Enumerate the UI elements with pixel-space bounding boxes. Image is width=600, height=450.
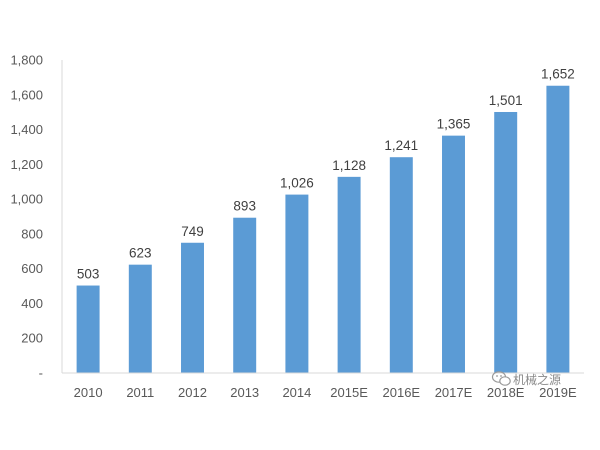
bar <box>76 285 100 373</box>
bar <box>546 85 570 373</box>
x-tick-label: 2012 <box>178 385 207 400</box>
bar <box>233 217 257 373</box>
x-tick-label: 2019E <box>539 385 577 400</box>
y-tick-label: 800 <box>21 226 43 241</box>
x-tick-label: 2010 <box>74 385 103 400</box>
x-tick-label: 2014 <box>282 385 311 400</box>
bar <box>181 242 204 373</box>
bar-value-label: 1,128 <box>332 158 366 173</box>
bar <box>337 176 361 373</box>
bar-value-label: 503 <box>77 267 100 282</box>
y-axis: - 200 400 600 800 1,000 1,200 1,400 1,600 1,800 <box>10 53 43 381</box>
y-tick-label: 1,800 <box>10 53 43 68</box>
y-tick-label: 1,000 <box>10 192 43 207</box>
y-tick-label: 400 <box>21 296 43 311</box>
y-tick-label: 600 <box>21 261 43 276</box>
x-tick-label: 2016E <box>383 385 421 400</box>
bar-value-label: 623 <box>129 246 152 261</box>
bar-value-label: 1,241 <box>384 138 418 153</box>
x-tick-label: 2018E <box>487 385 525 400</box>
bar <box>442 135 465 373</box>
bar <box>494 111 518 374</box>
bar-value-label: 1,501 <box>489 93 523 108</box>
data-labels: 503 623 749 893 1,026 1,128 1,241 1,365 1,501 1,6… <box>77 67 575 282</box>
x-tick-label: 2011 <box>126 385 154 400</box>
bar-value-label: 1,026 <box>280 176 314 191</box>
watermark: 机械之源 <box>491 371 561 387</box>
bar-value-label: 893 <box>233 199 256 214</box>
bar-value-label: 749 <box>181 224 204 239</box>
y-tick-label: 1,200 <box>10 157 43 172</box>
y-tick-label: 200 <box>21 331 43 346</box>
y-tick-label: 1,400 <box>10 122 43 137</box>
watermark-text: 机械之源 <box>513 372 561 387</box>
bar <box>128 264 152 373</box>
x-tick-label: 2015E <box>330 385 368 400</box>
wechat-icon <box>491 371 511 386</box>
x-axis: 2010 2011 2012 2013 2014 2015E 2016E 2017E 2018E… <box>74 385 577 400</box>
bar-value-label: 1,365 <box>437 117 471 132</box>
bar <box>389 157 413 373</box>
x-tick-label: 2013 <box>230 385 259 400</box>
x-tick-label: 2017E <box>435 385 473 400</box>
bar-value-label: 1,652 <box>541 67 575 82</box>
y-tick-label: 1,600 <box>10 87 43 102</box>
y-tick-label: - <box>39 366 43 381</box>
bar <box>285 194 309 373</box>
bars <box>76 85 570 374</box>
